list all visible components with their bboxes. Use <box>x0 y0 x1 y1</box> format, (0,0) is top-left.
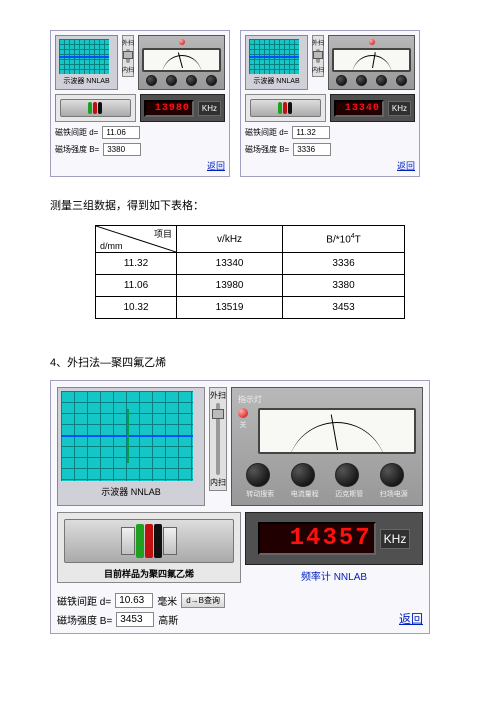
oscilloscope-1: 示波器 NNLAB <box>55 35 118 90</box>
freq-counter-1: 13980 KHz <box>140 94 225 122</box>
analog-meter-1 <box>142 48 221 72</box>
return-link-2[interactable]: 返回 <box>245 159 415 172</box>
freq-counter-2: 13340 KHz <box>330 94 415 122</box>
knob[interactable] <box>206 75 217 86</box>
meter-box-2 <box>328 35 415 90</box>
scope-label: 示波器 NNLAB <box>59 76 114 86</box>
sample-text-large: 目前样品为聚四氟乙烯 <box>60 567 238 580</box>
indicator-led-1 <box>179 39 185 45</box>
document-page: 示波器 NNLAB 外扫 内扫 <box>0 0 500 706</box>
scope-label: 示波器 NNLAB <box>249 76 304 86</box>
instrument-panel-1: 示波器 NNLAB 外扫 内扫 <box>50 30 230 177</box>
indicator-led-large <box>238 408 248 418</box>
gap-input-large[interactable]: 10.63 <box>115 593 153 608</box>
table-diag-header: 项目 d/mm <box>96 226 177 253</box>
freq-value-1: 13980 <box>144 100 194 117</box>
gap-input-2[interactable]: 11.32 <box>292 126 330 139</box>
gap-label-2: 磁铁间距 d= <box>245 127 288 138</box>
B-input-1[interactable]: 3380 <box>103 143 141 156</box>
meter-box-large: 指示灯 关 转动搜索 <box>231 387 423 506</box>
knob[interactable] <box>356 75 367 86</box>
table-row: 10.32 13519 3453 <box>96 297 405 319</box>
indicator-label: 指示灯 <box>238 394 416 405</box>
freq-unit-large: KHz <box>380 529 411 549</box>
gap-label-1: 磁铁间距 d= <box>55 127 98 138</box>
oscilloscope-large: 示波器 NNLAB <box>57 387 205 506</box>
table-row: 11.32 13340 3336 <box>96 253 405 275</box>
B-label-2: 磁场强度 B= <box>245 144 289 155</box>
knob[interactable] <box>376 75 387 86</box>
freq-caption: 频率计 NNLAB <box>245 568 423 583</box>
sample-holder-2 <box>245 94 326 122</box>
table-row: 11.06 13980 3380 <box>96 275 405 297</box>
knob-sweep-power[interactable] <box>380 463 404 487</box>
freq-unit-1: KHz <box>198 101 221 116</box>
return-link-large[interactable]: 返回 <box>399 610 423 627</box>
knob[interactable] <box>336 75 347 86</box>
knob-current[interactable] <box>291 463 315 487</box>
top-panels-row: 示波器 NNLAB 外扫 内扫 <box>50 30 450 177</box>
section-4-heading: 4、外扫法—聚四氟乙烯 <box>50 354 450 370</box>
knob[interactable] <box>186 75 197 86</box>
return-link-1[interactable]: 返回 <box>55 159 225 172</box>
gap-input-1[interactable]: 11.06 <box>102 126 140 139</box>
meter-box-1 <box>138 35 225 90</box>
knob-michelson[interactable] <box>335 463 359 487</box>
data-table: 项目 d/mm v/kHz B/*104T 11.32 13340 3336 1… <box>95 225 405 319</box>
sweep-slider-1[interactable]: 外扫 内扫 <box>122 35 134 77</box>
table-col-B: B/*104T <box>283 226 405 253</box>
intro-text: 测量三组数据，得到如下表格： <box>50 197 450 213</box>
B-label-large: 磁场强度 B= <box>57 612 112 627</box>
scope-label-large: 示波器 NNLAB <box>61 485 201 498</box>
sweep-slider-large[interactable]: 外扫 内扫 <box>209 387 227 491</box>
analog-meter-large <box>258 408 416 454</box>
sweep-slider-2[interactable]: 外扫 内扫 <box>312 35 324 77</box>
oscilloscope-2: 示波器 NNLAB <box>245 35 308 90</box>
freq-value-large: 14357 <box>258 522 376 555</box>
knob[interactable] <box>396 75 407 86</box>
instrument-panel-large: 示波器 NNLAB 外扫 内扫 指示灯 关 <box>50 380 430 634</box>
freq-counter-large: 14357 KHz <box>245 512 423 565</box>
analog-meter-2 <box>332 48 411 72</box>
gap-label-large: 磁铁间距 d= <box>57 593 111 608</box>
indicator-led-2 <box>369 39 375 45</box>
B-input-large[interactable]: 3453 <box>116 612 154 627</box>
freq-value-2: 13340 <box>334 100 384 117</box>
sample-holder-large: 目前样品为聚四氟乙烯 <box>57 512 241 583</box>
B-input-2[interactable]: 3336 <box>293 143 331 156</box>
knob[interactable] <box>166 75 177 86</box>
instrument-panel-2: 示波器 NNLAB 外扫 内扫 <box>240 30 420 177</box>
freq-unit-2: KHz <box>388 101 411 116</box>
sample-holder-1 <box>55 94 136 122</box>
knob[interactable] <box>146 75 157 86</box>
dB-query-button[interactable]: d→B查询 <box>181 593 225 608</box>
table-col-v: v/kHz <box>177 226 283 253</box>
knob-search[interactable] <box>246 463 270 487</box>
B-label-1: 磁场强度 B= <box>55 144 99 155</box>
